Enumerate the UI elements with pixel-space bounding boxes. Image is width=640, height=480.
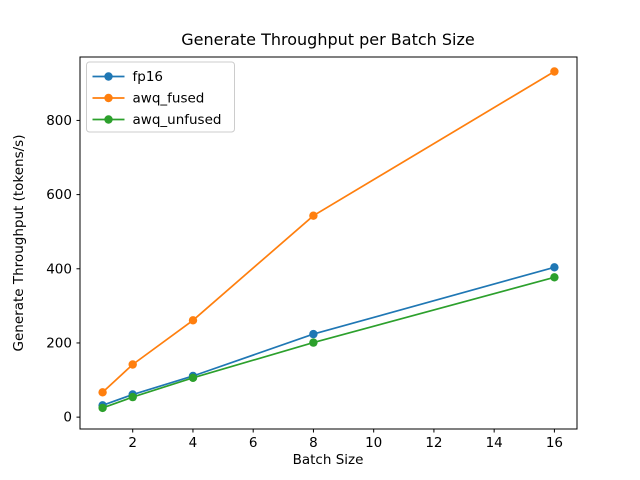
- data-point-awq_fused: [188, 316, 198, 325]
- y-tick-label: 0: [63, 410, 72, 426]
- x-tick-label: 14: [486, 435, 503, 451]
- data-point-fp16: [550, 263, 559, 272]
- x-tick-label: 8: [309, 435, 318, 451]
- chart-title: Generate Throughput per Batch Size: [181, 30, 474, 49]
- y-axis-label: Generate Throughput (tokens/s): [11, 135, 27, 352]
- plot-area: 2 4 6 8 10 12 14 16 0 200 400 600 800 fp16 awq_fusedaw…: [46, 56, 578, 451]
- x-tick-label: 2: [128, 435, 137, 451]
- y-tick-label: 200: [46, 335, 72, 351]
- x-tick-label: 4: [189, 435, 198, 451]
- legend-item-fp16: fp16: [92, 69, 164, 85]
- legend-marker: [104, 72, 113, 81]
- x-tick-label: 12: [425, 435, 442, 451]
- legend-label: fp16: [133, 69, 164, 85]
- y-tick-label: 600: [46, 187, 72, 203]
- data-point-awq_fused: [309, 211, 318, 220]
- series-line-awq_unfused: [102, 276, 555, 409]
- legend-label: awq_fused: [133, 91, 205, 107]
- data-point-awq_unfused: [550, 273, 559, 282]
- legend-item-awq_fused: awq_fused: [92, 91, 205, 107]
- data-point-awq_unfused: [128, 392, 137, 402]
- data-point-awq_unfused: [309, 338, 318, 347]
- data-point-awq_fused: [128, 360, 137, 369]
- legend-label: awq_unfused: [133, 112, 222, 128]
- data-point-fp16: [309, 329, 318, 339]
- x-tick-label: 16: [546, 435, 563, 451]
- x-axis-label: Batch Size: [293, 452, 364, 468]
- legend: fp16 awq_fused awq_unfused: [86, 61, 235, 133]
- legend-box: [86, 61, 235, 133]
- data-point-awq_unfused: [98, 403, 107, 413]
- legend-marker: [104, 115, 113, 124]
- y-tick-label: 400: [46, 261, 72, 277]
- data-point-awq_fused: [98, 388, 107, 397]
- axes-frame: [79, 56, 578, 430]
- data-point-awq_fused: [550, 67, 559, 76]
- data-point-awq_unfused: [188, 373, 198, 382]
- legend-marker: [104, 93, 113, 103]
- x-tick-label: 10: [365, 435, 382, 451]
- y-tick-label: 800: [46, 113, 72, 129]
- legend-item-awq_unfused: awq_unfused: [92, 112, 222, 128]
- x-tick-label: 6: [249, 435, 258, 451]
